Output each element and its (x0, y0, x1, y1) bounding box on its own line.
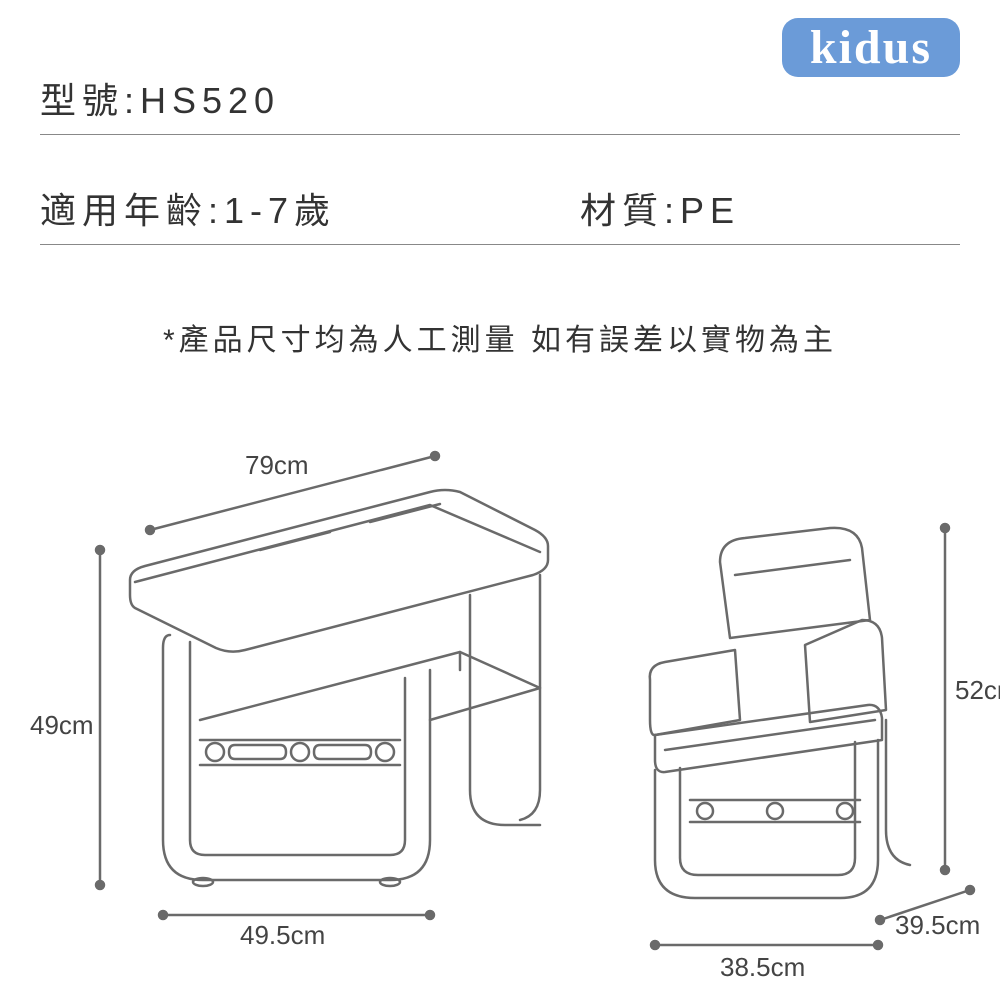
material-label: 材質:PE (580, 182, 740, 234)
spec-row-age-material: 適用年齡:1-7歲 材質:PE (40, 182, 960, 245)
dim-table-height: 49cm (30, 710, 94, 741)
age-label: 適用年齡:1-7歲 (40, 182, 336, 234)
disclaimer-text: *產品尺寸均為人工測量 如有誤差以實物為主 (0, 315, 1000, 359)
dim-chair-width: 38.5cm (720, 952, 805, 983)
dim-chair-depth: 39.5cm (895, 910, 980, 941)
product-line-drawing (0, 420, 1000, 980)
dim-table-depth: 79cm (245, 450, 309, 481)
dimension-diagram: 79cm 49cm 49.5cm 52cm 38.5cm 39.5cm (0, 420, 1000, 980)
dim-chair-height: 52cm (955, 675, 1000, 706)
dim-table-width: 49.5cm (240, 920, 325, 951)
brand-badge: kidus (782, 18, 960, 77)
spec-row-model: 型號:HS520 (40, 72, 960, 135)
model-label: 型號:HS520 (40, 72, 280, 124)
